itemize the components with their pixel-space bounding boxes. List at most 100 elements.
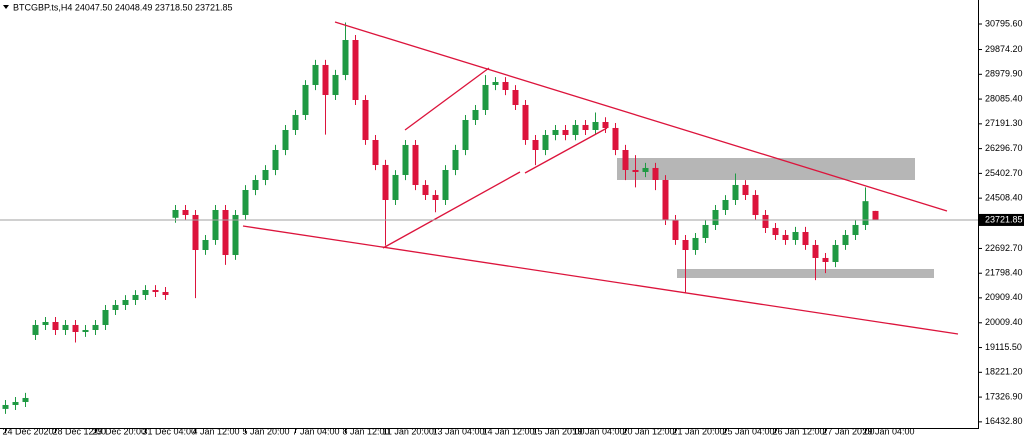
candle-body — [362, 100, 369, 140]
candle-body — [122, 300, 129, 305]
candle-body — [342, 40, 349, 75]
candle-body — [712, 210, 719, 225]
candle-body — [442, 170, 449, 200]
y-tick-label: 22692.70 — [985, 243, 1023, 253]
candle-body — [212, 210, 219, 240]
x-tick-label: 25 Jan 04:00 — [723, 426, 775, 436]
candle-body — [862, 201, 869, 225]
candle-body — [352, 40, 359, 100]
x-tick-label: 28 Dec 12:00 — [53, 426, 107, 436]
plot — [2, 22, 879, 414]
candle-body — [432, 194, 439, 200]
x-tick-label: 15 Jan 20:00 — [533, 426, 585, 436]
candle-body — [112, 304, 119, 310]
candle-body — [392, 174, 399, 200]
candle-body — [312, 64, 319, 85]
candle-body — [402, 144, 409, 175]
candle-body — [422, 184, 429, 195]
x-tick-label: 4 Jan 12:00 — [193, 426, 240, 436]
candle-body — [562, 130, 569, 135]
candle-body — [262, 170, 269, 180]
trendline — [334, 21, 948, 212]
candle-body — [332, 74, 339, 95]
y-tick-label: 21798.40 — [985, 268, 1023, 278]
candle-body — [22, 397, 29, 402]
candle-body — [302, 84, 309, 115]
candle-body — [192, 214, 199, 250]
candle-body — [652, 167, 659, 180]
candle-body — [782, 234, 789, 240]
y-tick-label: 17326.90 — [985, 391, 1023, 401]
candle-body — [752, 194, 759, 215]
x-tick-label: 8 Jan 12:00 — [343, 426, 390, 436]
y-tick-label: 19115.50 — [985, 342, 1022, 352]
candle-body — [382, 164, 389, 200]
candle-body — [682, 240, 689, 250]
candle-body — [232, 214, 239, 255]
candle-body — [832, 244, 839, 262]
candle-body — [292, 114, 299, 130]
x-tick-label: 11 Jan 20:00 — [383, 426, 434, 436]
candle-body — [792, 231, 799, 240]
candle-body — [672, 220, 679, 240]
candle-body — [522, 104, 529, 140]
candle-body — [662, 180, 669, 220]
y-tick-label: 18221.20 — [985, 367, 1023, 377]
y-tick-label: 30795.60 — [985, 18, 1023, 28]
y-tick-label: 28979.90 — [985, 69, 1023, 79]
x-tick-label: 7 Jan 04:00 — [293, 426, 340, 436]
x-tick-label: 21 Jan 20:00 — [673, 426, 725, 436]
candle-body — [842, 234, 849, 245]
y-tick-label: 16432.80 — [985, 416, 1023, 426]
candle-body — [812, 244, 819, 258]
candle-body — [642, 167, 649, 172]
x-tick-label: 20 Jan 12:00 — [623, 426, 675, 436]
candle-body — [42, 321, 49, 325]
candle-body — [772, 227, 779, 235]
y-tick-label: 24508.40 — [985, 193, 1023, 203]
candle-body — [182, 210, 189, 215]
candle-body — [492, 81, 499, 85]
candle-body — [172, 210, 179, 218]
candle-body — [322, 64, 329, 95]
candle-body — [272, 150, 279, 170]
candle-body — [152, 290, 159, 292]
trendlines — [242, 21, 959, 335]
candle-body — [502, 81, 509, 90]
candle-body — [462, 120, 469, 150]
y-tick-label: 26296.70 — [985, 143, 1023, 153]
candle-body — [242, 190, 249, 215]
candle-body — [572, 124, 579, 135]
y-tick-label: 27191.30 — [985, 118, 1023, 128]
menu-icon — [3, 5, 9, 9]
x-tick-label: 26 Jan 12:00 — [773, 426, 825, 436]
candle-body — [162, 291, 169, 295]
x-tick-label: 24 Dec 2020 — [3, 426, 54, 436]
x-tick-label: 31 Dec 04:00 — [143, 426, 197, 436]
candle-body — [482, 84, 489, 110]
candle-body — [142, 290, 149, 295]
last-price-box — [979, 213, 1024, 226]
candle-body — [132, 294, 139, 300]
candle-body — [222, 210, 229, 255]
candle-body — [252, 180, 259, 190]
candle-body — [592, 121, 599, 130]
candle-body — [602, 121, 609, 128]
candle-body — [852, 224, 859, 235]
candle-body — [872, 210, 879, 220]
candle-body — [92, 324, 99, 330]
support-zone — [677, 269, 934, 278]
candle-body — [62, 324, 69, 330]
chart-title: BTCGBP.ts,H4 24047.50 24048.49 23718.50 … — [13, 2, 233, 12]
candle-body — [622, 150, 629, 170]
candle-body — [732, 184, 739, 200]
y-tick-label: 20909.40 — [985, 292, 1023, 302]
candle-body — [412, 144, 419, 185]
candle-body — [202, 240, 209, 250]
candle-body — [762, 214, 769, 228]
candle-body — [632, 170, 639, 172]
candle-body — [2, 404, 9, 409]
candle-body — [452, 150, 459, 170]
resistance-zone — [617, 158, 915, 180]
